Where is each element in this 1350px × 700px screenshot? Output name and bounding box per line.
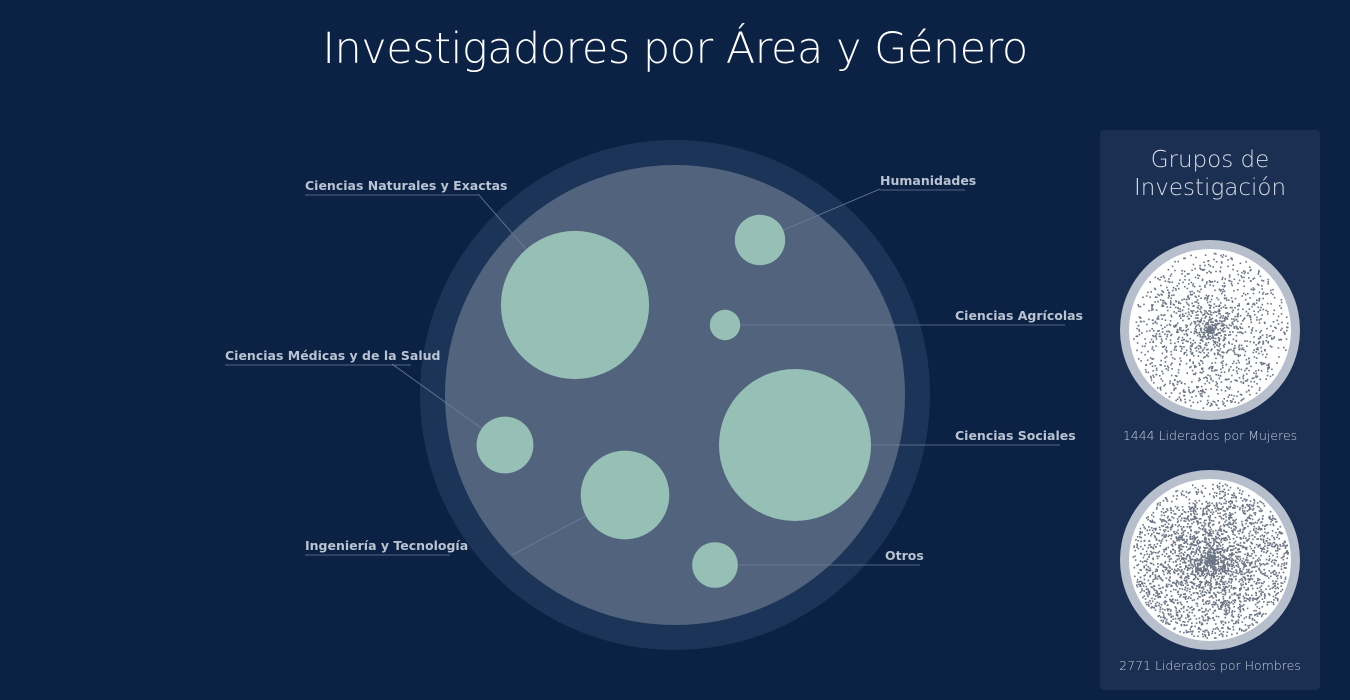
label-ingenieria-y-tecnologia: Ingeniería y Tecnología xyxy=(305,538,468,553)
bubble-ingenieria-y-tecnologia[interactable] xyxy=(580,450,670,540)
label-otros: Otros xyxy=(885,548,924,563)
bubble-humanidades[interactable] xyxy=(734,214,786,266)
research-groups-panel: Grupos de Investigación 1444 Liderados p… xyxy=(1100,130,1320,690)
label-ciencias-agricolas: Ciencias Agrícolas xyxy=(955,308,1083,323)
bubble-ciencias-agricolas[interactable] xyxy=(709,309,741,341)
label-humanidades: Humanidades xyxy=(880,173,976,188)
bubble-ciencias-medicas-y-de-la-salud[interactable] xyxy=(476,416,534,474)
bubble-ciencias-naturales-y-exactas[interactable] xyxy=(500,230,650,380)
group-dots xyxy=(1133,252,1289,410)
men-groups-dot-disc xyxy=(1120,470,1300,650)
men-groups-caption: 2771 Liderados por Hombres xyxy=(1119,658,1301,673)
bubble-ciencias-sociales[interactable] xyxy=(719,369,871,521)
bubble-otros[interactable] xyxy=(692,542,738,588)
label-ciencias-sociales: Ciencias Sociales xyxy=(955,428,1076,443)
label-ciencias-naturales-y-exactas: Ciencias Naturales y Exactas xyxy=(305,178,507,193)
bubble-labels: Ciencias Naturales y Exactas Humanidades C… xyxy=(225,173,1083,563)
panel-title-line2: Investigación xyxy=(1133,175,1287,201)
women-groups-caption: 1444 Liderados por Mujeres xyxy=(1122,428,1298,443)
page-title: Investigadores por Área y Género xyxy=(322,24,1028,74)
group-dots xyxy=(1132,482,1289,639)
panel-title-line1: Grupos de xyxy=(1150,147,1270,173)
label-ciencias-medicas-y-de-la-salud: Ciencias Médicas y de la Salud xyxy=(225,348,440,363)
panel-title: Grupos de Investigación xyxy=(1100,146,1320,202)
bubble-chart: Ciencias Naturales y Exactas Humanidades C… xyxy=(225,140,1083,650)
women-groups-dot-disc xyxy=(1120,240,1300,420)
bubbles xyxy=(476,214,871,588)
